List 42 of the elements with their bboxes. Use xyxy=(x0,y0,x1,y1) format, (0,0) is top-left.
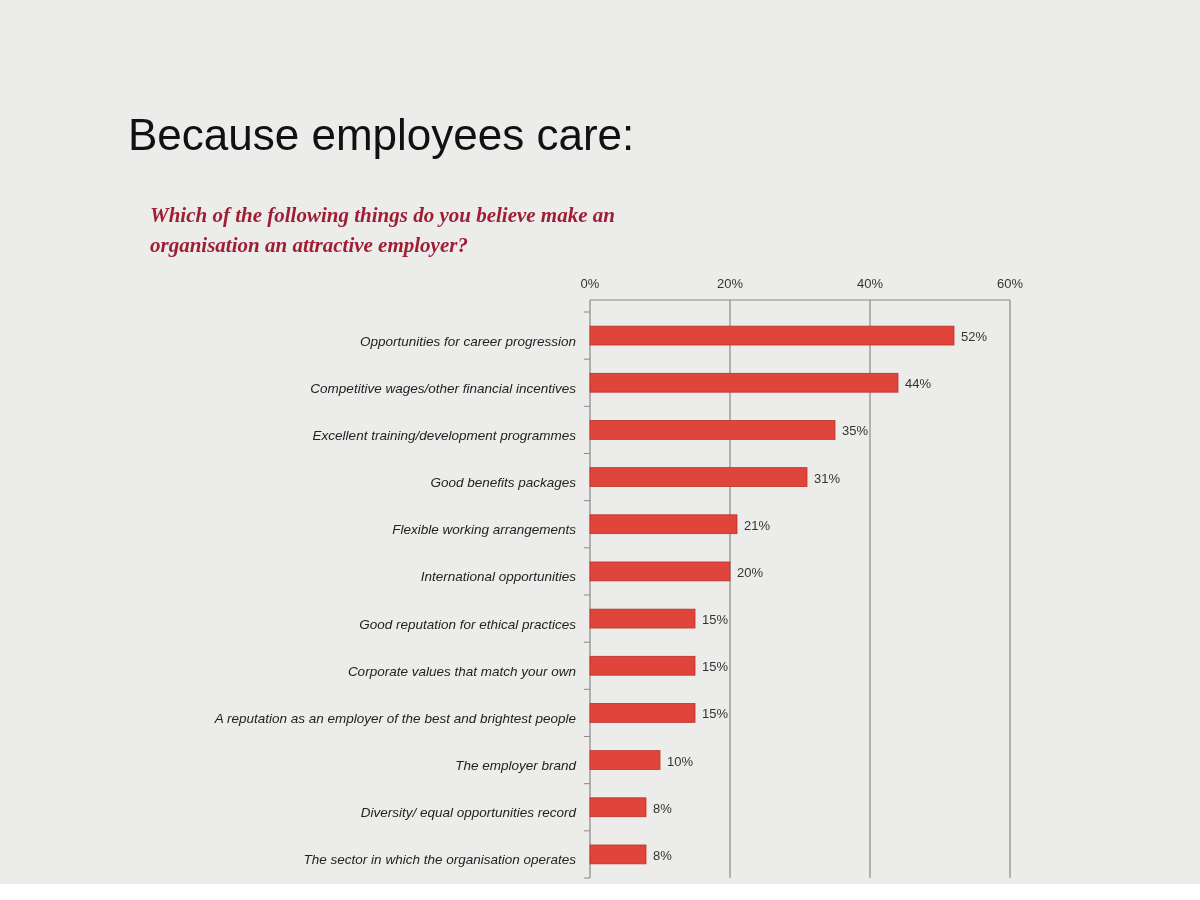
text: Which of the following things do you believe make an organisation an attractive employer? xyxy=(150,203,615,257)
data-label: 21% xyxy=(744,517,771,533)
y-tick-label: A reputation as an employer of the best and brightest people xyxy=(213,710,576,726)
x-tick-label: 60% xyxy=(996,276,1024,291)
y-tick-label: Good reputation for ethical practices xyxy=(359,616,577,632)
data-label: 15% xyxy=(702,659,729,675)
y-tick-label: Opportunities for career progression xyxy=(359,333,576,349)
data-label: 10% xyxy=(667,753,694,769)
y-tick-label: Diversity/ equal opportunities record xyxy=(360,805,577,821)
data-label: 8% xyxy=(653,800,673,816)
data-label: 20% xyxy=(737,564,764,580)
bar xyxy=(589,608,696,629)
bar xyxy=(589,655,696,676)
y-tick-label: Flexible working arrangements xyxy=(392,522,577,538)
chart-title: Because employees care: xyxy=(128,110,635,159)
y-tick-label: International opportunities xyxy=(420,569,577,585)
bar xyxy=(589,797,647,818)
bar xyxy=(589,703,696,723)
data-label: 8% xyxy=(653,847,673,863)
data-label: 35% xyxy=(842,423,869,439)
bar xyxy=(589,561,731,582)
bar xyxy=(589,325,955,346)
bar xyxy=(589,844,647,865)
bar xyxy=(589,467,808,487)
x-tick-label: 0% xyxy=(580,276,600,291)
bar xyxy=(589,514,738,535)
y-tick-label: Good benefits packages xyxy=(430,475,577,491)
data-label: 52% xyxy=(961,329,988,345)
y-tick-label: Corporate values that match your own xyxy=(347,663,576,679)
data-label: 44% xyxy=(905,376,932,392)
y-tick-label: Competitive wages/other financial incentives xyxy=(310,380,577,396)
data-label: 31% xyxy=(814,470,841,486)
y-tick-label: The sector in which the organisation operates xyxy=(303,852,577,868)
bar xyxy=(589,420,836,440)
x-tick-label: 40% xyxy=(856,276,884,291)
data-label: 15% xyxy=(702,612,729,628)
y-tick-label: Excellent training/development programmes xyxy=(312,427,577,443)
y-tick-label: The employer brand xyxy=(455,758,577,774)
data-label: 15% xyxy=(702,706,729,722)
x-tick-label: 20% xyxy=(716,276,744,291)
bar xyxy=(589,372,899,393)
bar xyxy=(589,750,661,770)
